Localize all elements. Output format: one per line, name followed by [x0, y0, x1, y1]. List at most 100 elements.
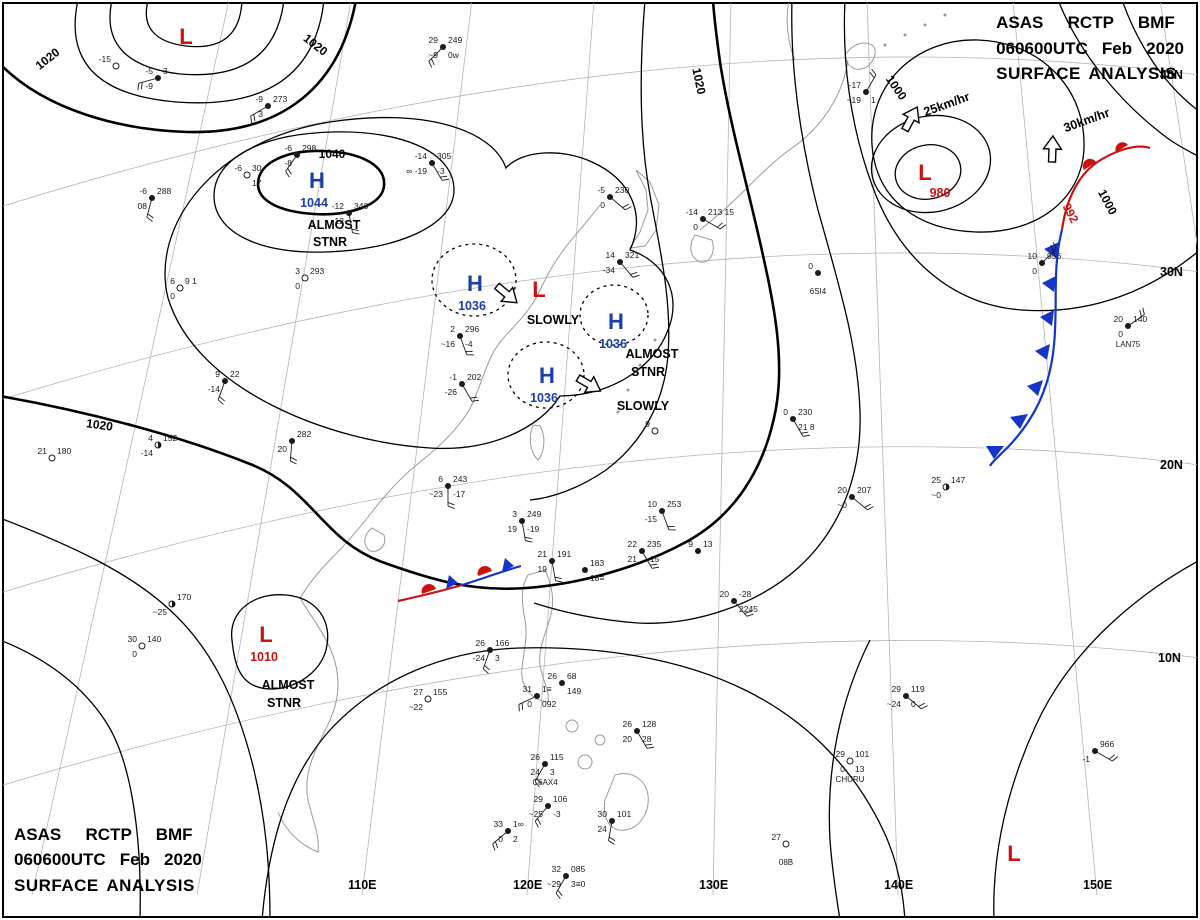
isobar-bold-1020-main — [3, 3, 781, 591]
stationary-front-semicircle — [477, 566, 492, 576]
wind-barb-feather — [253, 114, 256, 122]
wind-barb-feather — [557, 889, 563, 896]
station-value-lower-left: 19 — [508, 524, 518, 534]
station-value-lower-left: 0 — [840, 764, 845, 774]
station-value-lower-right: 0 — [911, 699, 916, 709]
station-value-upper-right: 119 — [911, 684, 925, 694]
station-value-upper-left: 32 — [552, 864, 562, 874]
station-value-upper-left: 27 — [772, 832, 782, 842]
isobar-path — [3, 640, 141, 917]
station-id: LAN75 — [1116, 340, 1141, 349]
station-id: C6AX4 — [532, 778, 558, 787]
warm-front-line — [1060, 145, 1151, 231]
station-circle-overcast — [265, 103, 271, 109]
chart-title-line1: ASAS RCTP BMF — [996, 13, 1175, 32]
station-value-upper-right: 273 — [273, 94, 287, 104]
station-circle-overcast — [1125, 323, 1131, 329]
wind-barb-feather — [217, 399, 224, 405]
station-value-upper-left: -5 — [597, 185, 605, 195]
wind-barb-feather — [219, 396, 225, 402]
station-value-upper-right: 155 — [433, 687, 447, 697]
station-plot: 9 — [645, 419, 659, 435]
station-value-lower-left: ~19 — [847, 95, 862, 105]
station-plot: 9 13 — [688, 539, 713, 554]
station-plot: 25 147 ~0 — [931, 475, 965, 500]
station-circle-clear — [138, 642, 146, 650]
station-value-upper-right: 191 — [557, 549, 571, 559]
station-value-upper-right: 346 — [354, 201, 368, 211]
station-value-lower-left: 0 — [693, 222, 698, 232]
stationary-front-warm-line — [397, 583, 463, 603]
station-value-upper-right: 1∞ — [513, 819, 524, 829]
station-circle-overcast — [445, 483, 451, 489]
wind-barb-feather — [482, 668, 489, 674]
station-value-lower-left: -24 — [473, 653, 486, 663]
wind-barb-feather — [447, 501, 455, 506]
latitude-label: 10N — [1158, 651, 1181, 665]
station-value-upper-right: 140 — [1133, 314, 1147, 324]
station-plot: 29 249 ~9 0w — [428, 35, 462, 68]
station-value-upper-right: 180 — [57, 446, 71, 456]
wind-barb-feather — [646, 746, 654, 749]
station-value-lower-left: ~9 — [428, 50, 438, 60]
wind-barb-feather — [801, 431, 809, 434]
pressure-center-value: 1044 — [300, 196, 328, 210]
station-circle-overcast — [700, 216, 706, 222]
wind-barb-feather — [555, 580, 563, 583]
station-value-upper-right: 183 — [590, 558, 604, 568]
title-block-bottom-left: ASAS RCTP BMF 060600UTC Feb 2020 SURFACE… — [14, 822, 202, 899]
station-value-lower-right: 092 — [542, 699, 556, 709]
movement-annotation: ALMOST — [308, 218, 361, 232]
wind-barb-feather — [871, 68, 877, 75]
wind-barb-feather — [651, 566, 659, 569]
station-circle-overcast — [549, 558, 555, 564]
wind-barb-feather — [351, 228, 359, 231]
station-value-lower-left: 0 — [498, 834, 503, 844]
coast-hainan — [364, 527, 386, 552]
isobar-bold-1040 — [256, 149, 386, 216]
station-value-upper-left: 25 — [932, 475, 942, 485]
warm-front-segment — [1060, 142, 1151, 231]
station-value-lower-left: -14 — [208, 384, 221, 394]
isobar-path — [533, 3, 861, 624]
station-value-lower-left: ~29 — [547, 879, 562, 889]
wind-barb-feather — [869, 72, 875, 79]
station-value-lower-right: 149 — [567, 686, 581, 696]
pressure-center-L: L — [1007, 841, 1020, 866]
isobar-path — [145, 3, 243, 48]
latitude-line-40n — [3, 56, 1197, 207]
station-value-upper-right: 213 15 — [708, 207, 734, 217]
station-plot: 183 18≡ — [582, 558, 604, 583]
station-value-upper-left: -17 — [849, 80, 862, 90]
chart-title-line3: SURFACE ANALYSIS — [14, 875, 195, 895]
wind-barb-feather — [554, 576, 562, 579]
wind-barb-feather — [250, 115, 253, 123]
longitude-label: 150E — [1083, 878, 1112, 892]
station-plot: 966 -1 — [1082, 739, 1119, 764]
station-value-upper-left: 3 — [295, 266, 300, 276]
station-value-upper-left: -6 — [234, 163, 242, 173]
station-value-lower-left: 20 — [278, 444, 288, 454]
station-value-upper-left: 26 — [531, 752, 541, 762]
station-value-lower-right: 2 — [513, 834, 518, 844]
station-value-lower-left: -14 — [141, 448, 154, 458]
station-value-upper-left: 20 — [838, 485, 848, 495]
station-circle-overcast — [639, 548, 645, 554]
wind-barb-feather — [1112, 756, 1119, 762]
station-value-lower-left: -8 — [284, 158, 292, 168]
station-circle-clear — [301, 274, 309, 282]
station-value-upper-left: 3 — [512, 509, 517, 519]
station-value-upper-right: 249 — [448, 35, 462, 45]
station-circle-overcast — [849, 494, 855, 500]
station-value-upper-left: 10 — [648, 499, 658, 509]
station-value-upper-left: -1 — [449, 372, 457, 382]
station-value-upper-left: 22 — [628, 539, 638, 549]
wind-barb-feather — [440, 175, 448, 178]
coast-japan-kyushu — [690, 234, 714, 263]
station-value-upper-right: 305 — [437, 151, 451, 161]
station-circle-overcast — [505, 828, 511, 834]
station-value-upper-left: 14 — [606, 250, 616, 260]
station-circle-half-fill — [158, 442, 161, 448]
pressure-center-H: H — [608, 309, 624, 334]
